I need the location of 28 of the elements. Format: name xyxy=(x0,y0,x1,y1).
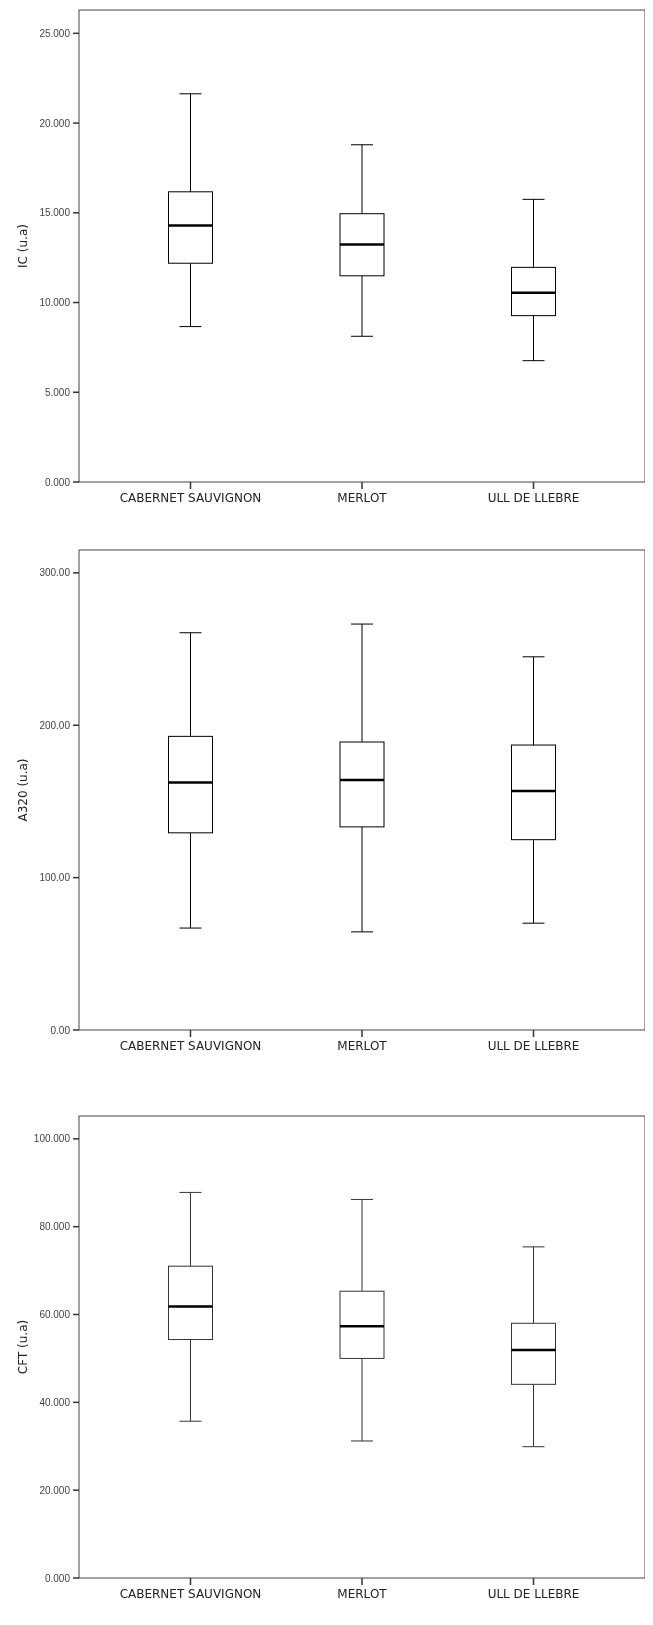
x-tick-label: CABERNET SAUVIGNON xyxy=(119,1039,262,1053)
x-tick-label: MERLOT xyxy=(337,1039,388,1053)
y-tick-label: 0.000 xyxy=(44,476,71,488)
x-tick-label: ULL DE LLEBRE xyxy=(487,491,580,505)
y-axis-title: CFT (u.a) xyxy=(16,1319,30,1375)
x-tick-label: CABERNET SAUVIGNON xyxy=(119,491,262,505)
x-tick-label: MERLOT xyxy=(337,491,388,505)
x-tick-label: ULL DE LLEBRE xyxy=(487,1039,580,1053)
y-tick-label: 0.000 xyxy=(44,1572,71,1584)
x-tick-label: CABERNET SAUVIGNON xyxy=(119,1587,262,1601)
y-tick-label: 20.000 xyxy=(39,117,71,129)
y-axis-title: IC (u.a) xyxy=(16,224,30,268)
y-tick-label: 5.000 xyxy=(44,386,71,398)
y-tick-label: 80.000 xyxy=(39,1221,71,1233)
x-tick-label: MERLOT xyxy=(337,1587,388,1601)
y-tick-label: 0.00 xyxy=(50,1024,71,1036)
y-tick-label: 40.000 xyxy=(39,1396,71,1408)
y-tick-label: 20.000 xyxy=(39,1484,71,1496)
y-axis-title: A320 (u.a) xyxy=(16,758,30,822)
y-tick-label: 60.000 xyxy=(39,1309,71,1320)
y-tick-label: 25.000 xyxy=(39,27,71,39)
y-tick-label: 200.00 xyxy=(39,719,71,731)
y-tick-label: 100.000 xyxy=(33,1133,71,1145)
y-tick-label: 10.000 xyxy=(39,297,71,309)
y-tick-label: 300.00 xyxy=(39,567,71,579)
y-tick-label: 15.000 xyxy=(39,207,71,219)
y-tick-label: 100.00 xyxy=(39,872,71,884)
x-tick-label: ULL DE LLEBRE xyxy=(487,1587,580,1601)
